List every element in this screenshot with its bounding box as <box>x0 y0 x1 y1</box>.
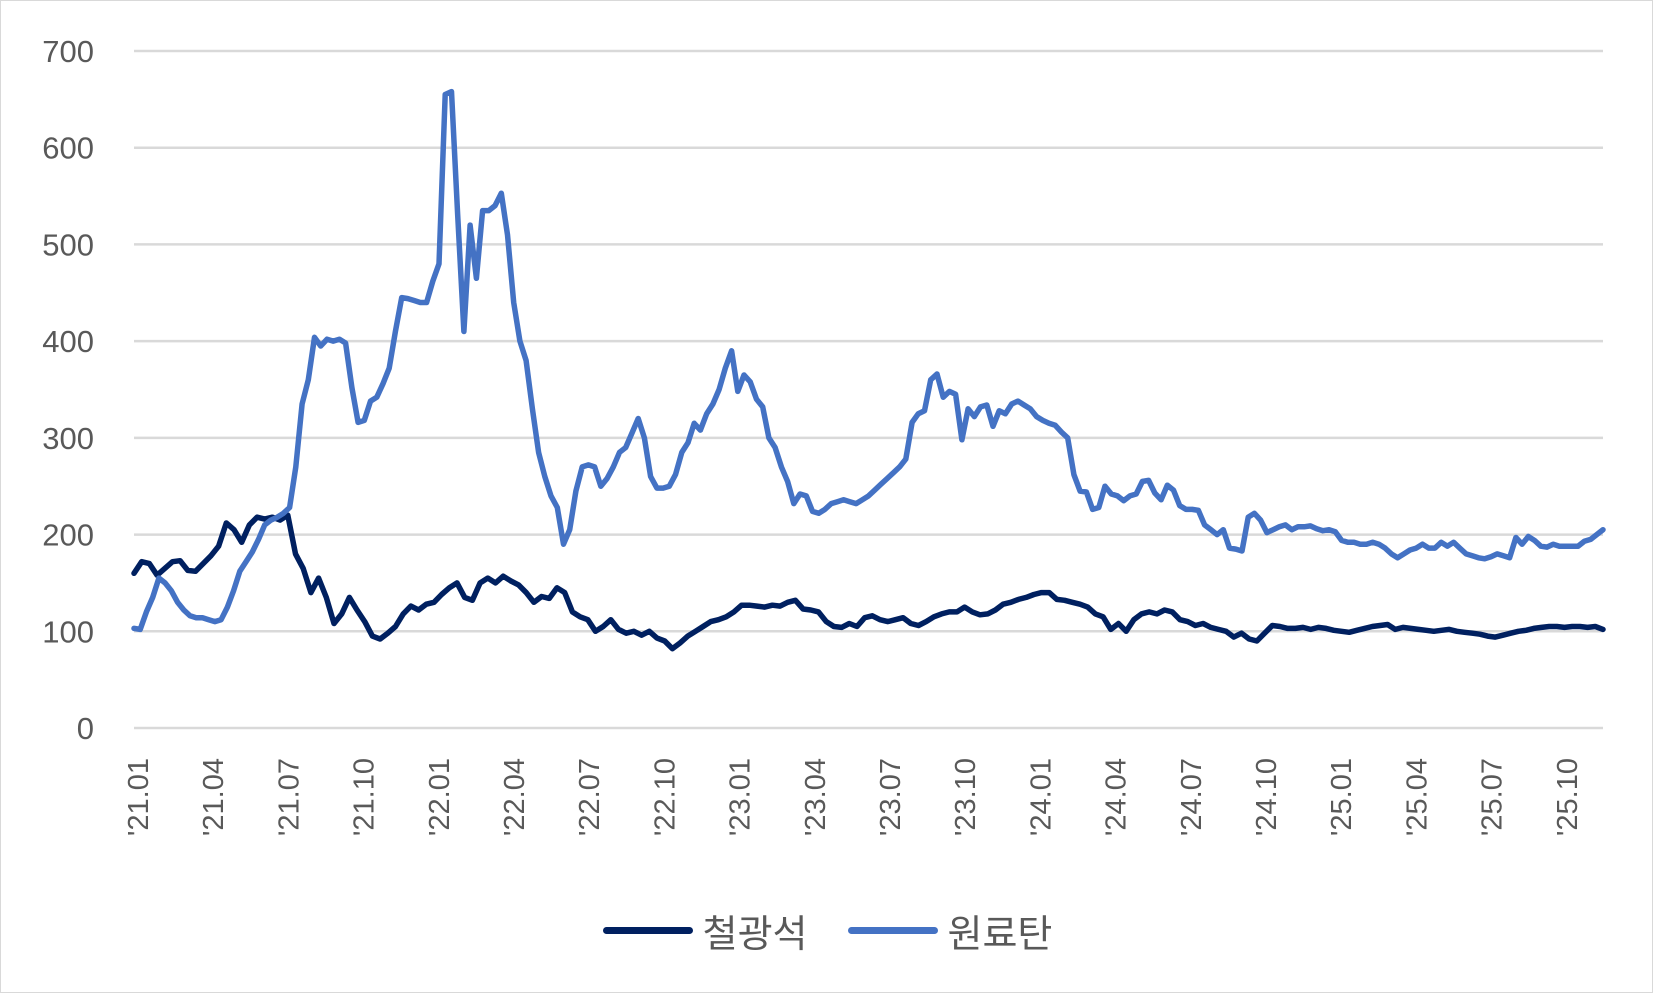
x-tick-label: '21.01 <box>123 758 155 836</box>
x-axis: '21.01 '21.04 '21.07 '21.10 '22.01 '22.04 '22.… <box>123 758 1584 836</box>
x-tick-label: '25.07 <box>1477 758 1509 836</box>
x-tick-label: '22.01 <box>424 758 456 836</box>
x-tick-label: '22.10 <box>649 758 681 836</box>
legend-item-iron-ore: 철광석 <box>602 903 808 958</box>
y-tick-label: 700 <box>42 34 94 69</box>
x-tick-label: '21.07 <box>273 758 305 836</box>
y-tick-label: 0 <box>77 711 94 746</box>
x-tick-label: '24.07 <box>1176 758 1208 836</box>
y-tick-label: 500 <box>42 227 94 262</box>
y-tick-label: 600 <box>42 131 94 166</box>
legend-item-coking-coal: 원료탄 <box>847 903 1053 958</box>
x-tick-label: '23.07 <box>875 758 907 836</box>
x-tick-label: '25.10 <box>1552 758 1584 836</box>
x-tick-label: '21.04 <box>198 758 230 836</box>
coking-coal-line-swatch-icon <box>847 927 938 934</box>
x-tick-label: '25.04 <box>1401 758 1433 836</box>
legend-label-coking-coal: 원료탄 <box>947 912 1053 956</box>
legend: 철광석 원료탄 <box>1 903 1653 958</box>
series-line-iron-ore <box>131 512 1606 652</box>
y-tick-label: 100 <box>42 614 94 649</box>
x-tick-label: '23.01 <box>725 758 757 836</box>
y-axis: 0 100 200 300 400 500 600 700 <box>42 34 94 746</box>
x-tick-label: '24.04 <box>1101 758 1133 836</box>
gridlines <box>134 49 1603 730</box>
iron-ore-line-swatch-icon <box>602 927 693 934</box>
y-tick-label: 200 <box>42 518 94 553</box>
y-tick-label: 400 <box>42 324 94 359</box>
x-tick-label: '24.10 <box>1251 758 1283 836</box>
x-tick-label: '23.10 <box>950 758 982 836</box>
x-tick-label: '21.10 <box>349 758 381 836</box>
series-line-coking-coal <box>131 88 1606 633</box>
series-lines <box>131 88 1606 652</box>
x-tick-label: '25.01 <box>1326 758 1358 836</box>
x-tick-label: '22.04 <box>499 758 531 836</box>
x-tick-label: '24.01 <box>1025 758 1057 836</box>
y-tick-label: 300 <box>42 421 94 456</box>
legend-label-iron-ore: 철광석 <box>702 912 808 956</box>
x-tick-label: '22.07 <box>574 758 606 836</box>
x-tick-label: '23.04 <box>800 758 832 836</box>
